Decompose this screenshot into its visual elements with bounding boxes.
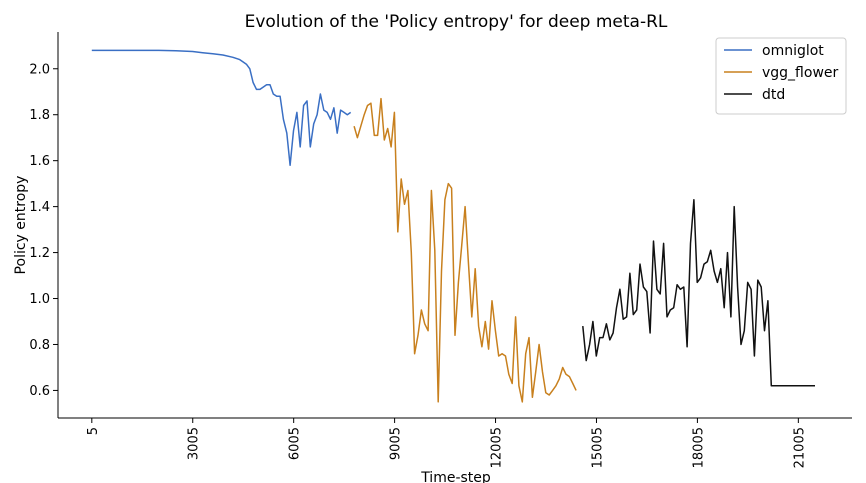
- y-tick-label: 0.6: [29, 384, 50, 399]
- x-tick-label: 5: [86, 427, 101, 435]
- y-tick-label: 1.0: [29, 292, 50, 307]
- x-axis-ticks: 5 3005 6005 9005 12005 15005 18005 21005: [86, 418, 807, 468]
- legend-box: [715, 37, 847, 115]
- x-axis-label: Time-step: [420, 470, 491, 483]
- y-axis-label: Policy entropy: [13, 176, 29, 275]
- y-tick-label: 0.8: [29, 338, 50, 353]
- y-tick-label: 2.0: [29, 62, 50, 77]
- plot-lines: [91, 49, 815, 403]
- series-line-dtd: [582, 198, 815, 387]
- y-tick-label: 1.8: [29, 108, 50, 123]
- axes: [57, 32, 852, 419]
- x-tick-label: 18005: [691, 427, 706, 468]
- y-tick-label: 1.4: [29, 200, 50, 215]
- chart-title: Evolution of the 'Policy entropy' for de…: [245, 12, 668, 32]
- legend-label-omniglot: omniglot: [762, 43, 824, 59]
- y-axis-ticks: 0.6 0.8 1.0 1.2 1.4 1.6 1.8 2.0: [29, 62, 58, 399]
- x-tick-label: 21005: [792, 427, 807, 468]
- x-tick-label: 6005: [288, 427, 303, 460]
- y-tick-label: 1.2: [29, 246, 50, 261]
- legend-label-dtd: dtd: [762, 87, 785, 103]
- x-tick-label: 15005: [591, 427, 606, 468]
- series-line-omniglot: [91, 49, 352, 167]
- x-tick-label: 3005: [187, 427, 202, 460]
- series-line-vgg_flower: [353, 97, 577, 403]
- y-tick-label: 1.6: [29, 154, 50, 169]
- x-tick-label: 9005: [389, 427, 404, 460]
- x-tick-label: 12005: [490, 427, 505, 468]
- legend-label-vgg_flower: vgg_flower: [762, 65, 839, 81]
